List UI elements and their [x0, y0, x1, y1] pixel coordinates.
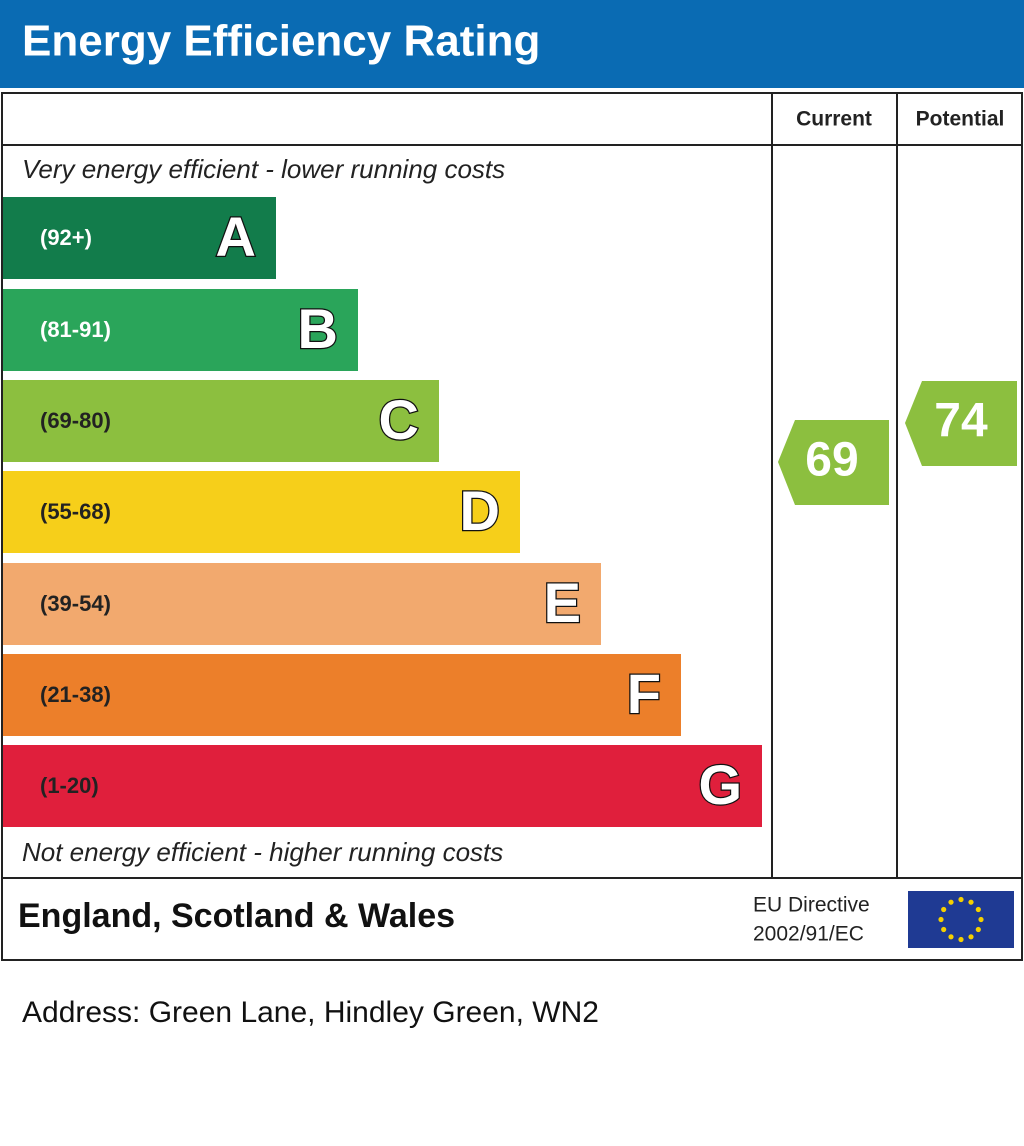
potential-value: 74: [934, 395, 988, 448]
current-arrow: [778, 420, 889, 505]
band-letter: F: [627, 662, 661, 725]
band: [3, 197, 276, 279]
star: [978, 916, 984, 923]
directive: 2002/91/EC: [753, 923, 864, 946]
star: [968, 899, 974, 905]
band-letter: B: [298, 297, 338, 360]
star: [938, 916, 944, 923]
star: [975, 906, 981, 913]
frame: [1, 92, 1023, 961]
band-letter: E: [544, 571, 581, 634]
band: [3, 563, 601, 645]
band-range: (92+): [40, 225, 92, 250]
band-range: (1-20): [40, 773, 99, 798]
band: [3, 745, 762, 827]
band-range: (81-91): [40, 317, 111, 342]
band-letter: G: [698, 753, 742, 816]
current-value: 69: [805, 434, 858, 487]
star: [948, 934, 954, 940]
column-header: Current: [796, 108, 872, 131]
star: [941, 926, 947, 933]
top-note: Very energy efficient - lower running co…: [22, 154, 505, 184]
bottom-note: Not energy efficient - higher running co…: [22, 837, 503, 867]
band: [3, 380, 439, 462]
header-bar: [0, 0, 1024, 88]
star: [958, 896, 964, 903]
star: [975, 926, 981, 933]
region: England, Scotland & Wales: [18, 897, 455, 935]
band: [3, 289, 358, 371]
band-range: (69-80): [40, 408, 111, 433]
star: [941, 906, 947, 913]
band-letter: C: [379, 388, 419, 451]
band-range: (39-54): [40, 591, 111, 616]
band-range: (55-68): [40, 499, 111, 524]
address: Address: Green Lane, Hindley Green, WN2: [22, 996, 599, 1029]
star: [948, 899, 954, 905]
band-letter: D: [460, 479, 500, 542]
title: Energy Efficiency Rating: [22, 17, 540, 66]
potential-arrow: [905, 381, 1017, 466]
directive: EU Directive: [753, 894, 870, 917]
band-letter: A: [216, 205, 256, 268]
band: [3, 654, 681, 736]
star: [958, 936, 964, 943]
band-range: (21-38): [40, 682, 111, 707]
column-header: Potential: [916, 108, 1005, 131]
eu-stars: [938, 896, 984, 943]
bands: (92+) A (81-91) B (69-80) C (55-68) D (39-54) E (2…: [3, 197, 762, 827]
band: [3, 471, 520, 553]
star: [968, 934, 974, 940]
